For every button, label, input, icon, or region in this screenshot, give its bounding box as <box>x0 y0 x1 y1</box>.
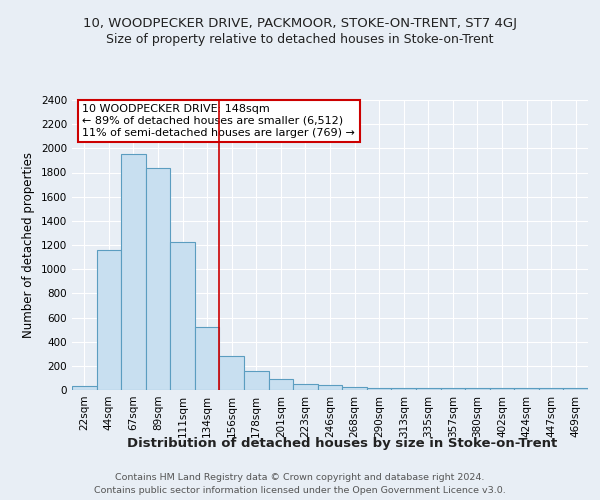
Bar <box>269 379 293 390</box>
Bar <box>416 388 440 390</box>
Bar <box>490 388 514 390</box>
Bar <box>539 388 563 390</box>
Bar <box>465 388 490 390</box>
Bar <box>318 384 342 390</box>
Text: 10 WOODPECKER DRIVE: 148sqm
← 89% of detached houses are smaller (6,512)
11% of : 10 WOODPECKER DRIVE: 148sqm ← 89% of det… <box>82 104 355 138</box>
Bar <box>342 387 367 390</box>
Text: Size of property relative to detached houses in Stoke-on-Trent: Size of property relative to detached ho… <box>106 32 494 46</box>
Bar <box>195 327 220 390</box>
Bar <box>121 154 146 390</box>
Bar <box>367 388 391 390</box>
Bar <box>146 168 170 390</box>
Bar <box>220 356 244 390</box>
Bar <box>293 384 318 390</box>
Text: Contains HM Land Registry data © Crown copyright and database right 2024.: Contains HM Land Registry data © Crown c… <box>115 472 485 482</box>
Bar <box>563 388 588 390</box>
Text: Contains public sector information licensed under the Open Government Licence v3: Contains public sector information licen… <box>94 486 506 495</box>
Bar <box>97 250 121 390</box>
Bar <box>391 388 416 390</box>
Bar <box>170 242 195 390</box>
Bar <box>440 388 465 390</box>
Bar <box>244 372 269 390</box>
Y-axis label: Number of detached properties: Number of detached properties <box>22 152 35 338</box>
Bar <box>72 386 97 390</box>
Text: Distribution of detached houses by size in Stoke-on-Trent: Distribution of detached houses by size … <box>127 438 557 450</box>
Text: 10, WOODPECKER DRIVE, PACKMOOR, STOKE-ON-TRENT, ST7 4GJ: 10, WOODPECKER DRIVE, PACKMOOR, STOKE-ON… <box>83 18 517 30</box>
Bar <box>514 388 539 390</box>
